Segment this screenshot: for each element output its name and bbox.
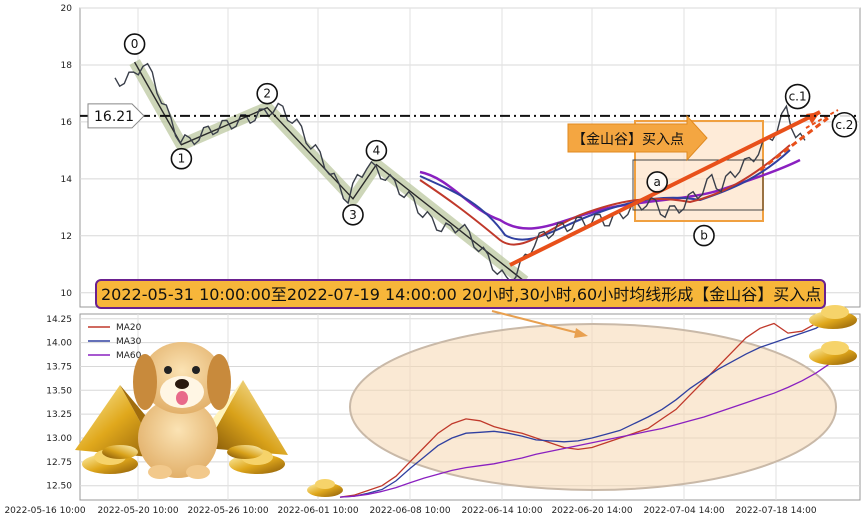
wave-label: c.1 — [789, 90, 807, 104]
banner-box — [95, 279, 826, 309]
highlight-ellipse — [349, 323, 837, 491]
x-tick-label: 2022-05-26 10:00 — [187, 506, 268, 516]
price-y-tick-label: 16 — [61, 118, 73, 128]
wave-marker — [646, 171, 669, 193]
wave-label: 4 — [373, 144, 381, 158]
ma-y-tick-label: 14.00 — [46, 339, 72, 349]
ma-line-ma30 — [339, 318, 831, 498]
banner-pointer — [491, 310, 583, 335]
ma-y-tick-label: 13.25 — [46, 410, 72, 420]
wave-label: b — [700, 229, 708, 243]
reference-price-tag: 16.21 — [87, 103, 145, 129]
ma-y-tick-label: 13.50 — [46, 386, 72, 396]
banner-text: 2022-05-31 10:00:00至2022-07-19 14:00:00 … — [101, 285, 821, 304]
x-tick-label: 2022-06-20 14:00 — [551, 506, 632, 516]
trend-arrow-dashed-2 — [805, 109, 839, 129]
ma-y-tick-label: 12.75 — [46, 458, 72, 468]
x-tick-label: 2022-07-18 14:00 — [735, 506, 816, 516]
top-ma20-line — [419, 144, 791, 246]
gold-ingot-icons — [82, 305, 857, 497]
wave-marker — [342, 203, 364, 226]
x-tick-label: 2022-06-08 10:00 — [369, 506, 450, 516]
price-y-tick-label: 10 — [61, 289, 73, 299]
price-y-tick-label: 20 — [61, 4, 73, 14]
price-line — [114, 62, 806, 284]
ma-lines — [339, 313, 831, 498]
legend-entry: MA20 — [116, 323, 142, 333]
legend-entry: MA60 — [116, 351, 142, 361]
ma-line-ma60 — [339, 363, 831, 498]
banner-pointer-head — [574, 328, 588, 338]
reference-price-label: 16.21 — [94, 109, 134, 125]
wave-label: a — [654, 175, 661, 189]
wave-label: 0 — [131, 37, 139, 51]
x-ticks: 2022-05-16 10:00 2022-05-20 10:00 2022-05-… — [4, 506, 816, 516]
legend-entry: MA30 — [116, 337, 142, 347]
wave-label: c.2 — [835, 118, 853, 132]
wave-marker — [831, 111, 858, 138]
wave-marker — [256, 82, 279, 105]
x-tick-label: 2022-06-01 10:00 — [277, 506, 358, 516]
wave-label: 3 — [349, 208, 357, 222]
banner: 2022-05-31 10:00:00至2022-07-19 14:00:00 … — [95, 279, 826, 309]
gold-pyramid-right — [205, 380, 288, 455]
wave-marker — [365, 139, 388, 162]
ma-y-ticks: 12.50 12.75 13.00 13.25 13.50 13.75 14.00 14.25 — [46, 315, 72, 492]
ma-line-ma20 — [339, 313, 831, 498]
callout-arrow-shape — [567, 114, 708, 162]
wave-label: 2 — [263, 87, 271, 101]
wave-marker — [784, 83, 811, 110]
ma-legend: MA20 MA30 MA60 — [88, 323, 142, 361]
puppy-illustration — [133, 342, 231, 479]
wave-label: 1 — [178, 152, 186, 166]
price-y-tick-label: 12 — [61, 232, 72, 242]
x-tick-label: 2022-05-16 10:00 — [4, 506, 85, 516]
top-ma30-line — [419, 149, 791, 241]
golden-valley-callout: 【金山谷】买入点 — [567, 114, 708, 162]
wave-marker — [693, 224, 715, 247]
wave-marker — [170, 147, 193, 170]
price-y-tick-label: 14 — [61, 175, 73, 185]
ma-y-tick-label: 14.25 — [46, 315, 72, 325]
callout-label: 【金山谷】买入点 — [572, 132, 684, 148]
wave-marker — [123, 33, 146, 55]
x-tick-label: 2022-07-04 14:00 — [643, 506, 724, 516]
golden-valley-inner-box — [632, 159, 764, 211]
ma-y-tick-label: 13.00 — [46, 434, 72, 444]
x-tick-label: 2022-05-20 10:00 — [97, 506, 178, 516]
trend-arrow-dashed — [759, 116, 829, 172]
price-y-ticks: 10 12 14 16 18 20 — [61, 4, 73, 299]
ma-y-tick-label: 12.50 — [46, 482, 72, 492]
x-tick-label: 2022-06-14 10:00 — [461, 506, 542, 516]
ma-y-tick-label: 13.75 — [46, 362, 72, 372]
price-y-tick-label: 18 — [61, 61, 73, 71]
